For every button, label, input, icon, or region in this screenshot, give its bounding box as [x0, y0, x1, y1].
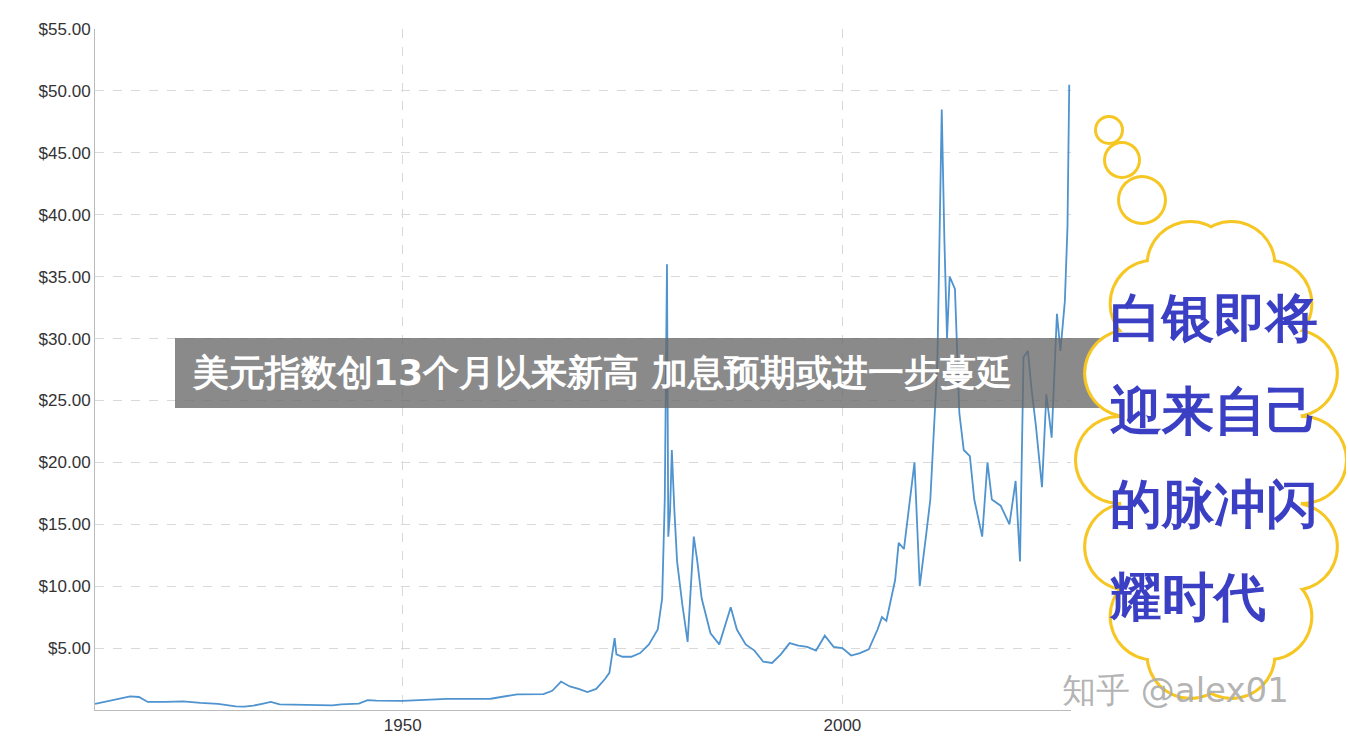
- svg-text:$55.00: $55.00: [39, 20, 91, 39]
- html-text:耀时代: 耀时代: [1110, 567, 1266, 627]
- svg-text:$45.00: $45.00: [39, 144, 91, 163]
- svg-text:2000: 2000: [823, 716, 861, 735]
- svg-text:$20.00: $20.00: [39, 453, 91, 472]
- html-text:迎来自己: 迎来自己: [1110, 381, 1318, 441]
- svg-text:$10.00: $10.00: [39, 577, 91, 596]
- svg-text:1950: 1950: [384, 716, 422, 735]
- html-text:的脉冲闪: 的脉冲闪: [1110, 474, 1318, 534]
- svg-text:$25.00: $25.00: [39, 391, 91, 410]
- html-text:知乎 @alex01: 知乎 @alex01: [1062, 670, 1289, 710]
- svg-text:$15.00: $15.00: [39, 515, 91, 534]
- html-text:美元指数创13个月以来新高 加息预期或进一步蔓延: 美元指数创13个月以来新高 加息预期或进一步蔓延: [193, 352, 1012, 393]
- html-text:白银即将: 白银即将: [1110, 288, 1318, 348]
- svg-text:$5.00: $5.00: [48, 639, 91, 658]
- svg-text:$35.00: $35.00: [39, 268, 91, 287]
- svg-text:$50.00: $50.00: [39, 82, 91, 101]
- svg-text:$40.00: $40.00: [39, 206, 91, 225]
- svg-text:$30.00: $30.00: [39, 330, 91, 349]
